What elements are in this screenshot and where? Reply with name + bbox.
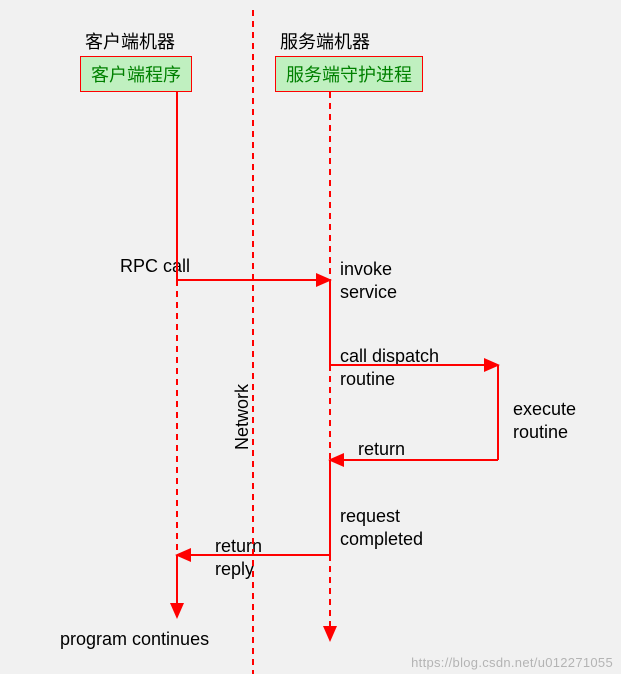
label-call-dispatch: call dispatch routine: [340, 345, 439, 390]
label-execute-routine: execute routine: [513, 398, 576, 443]
server-header-title: 服务端机器: [280, 28, 370, 54]
server-box: 服务端守护进程: [275, 56, 423, 92]
label-program-continues: program continues: [60, 628, 209, 651]
diagram-canvas: [0, 0, 621, 674]
label-rpc-call: RPC call: [120, 255, 190, 278]
label-request-completed: request completed: [340, 505, 423, 550]
label-invoke-service: invoke service: [340, 258, 397, 303]
watermark: https://blog.csdn.net/u012271055: [411, 655, 613, 670]
client-box: 客户端程序: [80, 56, 192, 92]
label-network: Network: [232, 384, 253, 450]
client-header-title: 客户端机器: [85, 28, 175, 54]
label-return: return: [358, 438, 405, 461]
label-return-reply: return reply: [215, 535, 262, 580]
